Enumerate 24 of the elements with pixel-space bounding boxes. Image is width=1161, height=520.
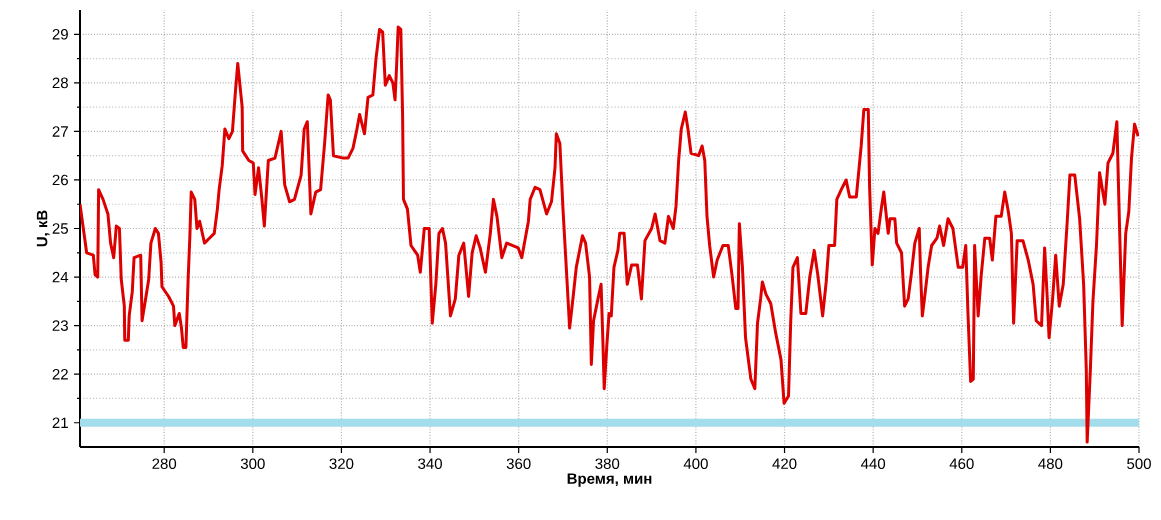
- y-tick-label: 26: [52, 174, 68, 186]
- x-tick-label: 280: [152, 458, 177, 470]
- x-tick-label: 460: [949, 458, 974, 470]
- y-tick-label: 21: [52, 417, 68, 428]
- x-axis-title: Время, мин: [567, 473, 652, 487]
- y-axis-title: U, кВ: [36, 210, 50, 247]
- x-tick-label: 360: [506, 458, 531, 470]
- x-tick-label: 340: [418, 458, 442, 470]
- y-tick-label: 23: [52, 320, 68, 331]
- x-tick-label: 440: [860, 458, 886, 470]
- x-tick-label: 420: [772, 458, 797, 470]
- y-tick-label: 27: [52, 126, 68, 137]
- x-tick-label: 400: [683, 458, 708, 470]
- y-tick-label: 24: [52, 271, 69, 283]
- x-tick-label: 380: [595, 458, 620, 470]
- y-tick-label: 22: [52, 368, 68, 380]
- y-tick-label: 28: [52, 77, 68, 89]
- y-tick-label: 25: [52, 223, 68, 234]
- y-tick-label: 29: [52, 28, 68, 40]
- x-tick-label: 300: [240, 458, 265, 470]
- x-tick-label: 320: [329, 458, 354, 470]
- x-tick-label: 500: [1127, 458, 1151, 470]
- x-tick-label: 480: [1038, 458, 1063, 470]
- line-series: [80, 25, 1140, 444]
